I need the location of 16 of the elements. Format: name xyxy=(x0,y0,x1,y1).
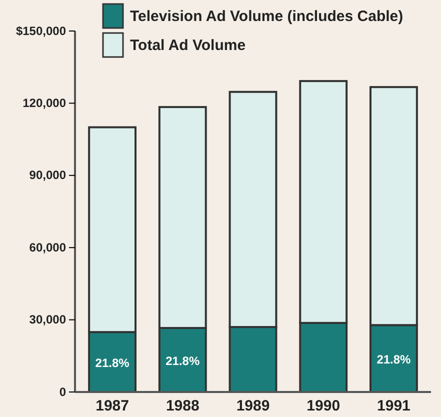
x-tick-label: 1989 xyxy=(236,398,270,415)
y-tick-label: 60,000 xyxy=(29,240,66,254)
y-tick-label: 90,000 xyxy=(29,168,66,182)
x-tick-label: 1990 xyxy=(306,398,340,415)
annotation: 21.8% xyxy=(166,354,200,368)
x-tick-label: 1991 xyxy=(377,398,410,415)
y-tick-label: $150,000 xyxy=(16,24,66,38)
annotation: 21.8% xyxy=(95,356,130,370)
y-tick-label: 120,000 xyxy=(22,96,66,110)
annotation: 21.8% xyxy=(376,352,412,367)
legend-label: Total Ad Volume xyxy=(130,37,246,54)
x-tick-label: 1988 xyxy=(166,398,200,415)
x-tick-label: 1987 xyxy=(96,398,129,415)
legend-label: Television Ad Volume (includes Cable) xyxy=(130,8,404,25)
y-tick-label: 0 xyxy=(59,384,66,399)
y-tick-label: 30,000 xyxy=(29,312,66,327)
